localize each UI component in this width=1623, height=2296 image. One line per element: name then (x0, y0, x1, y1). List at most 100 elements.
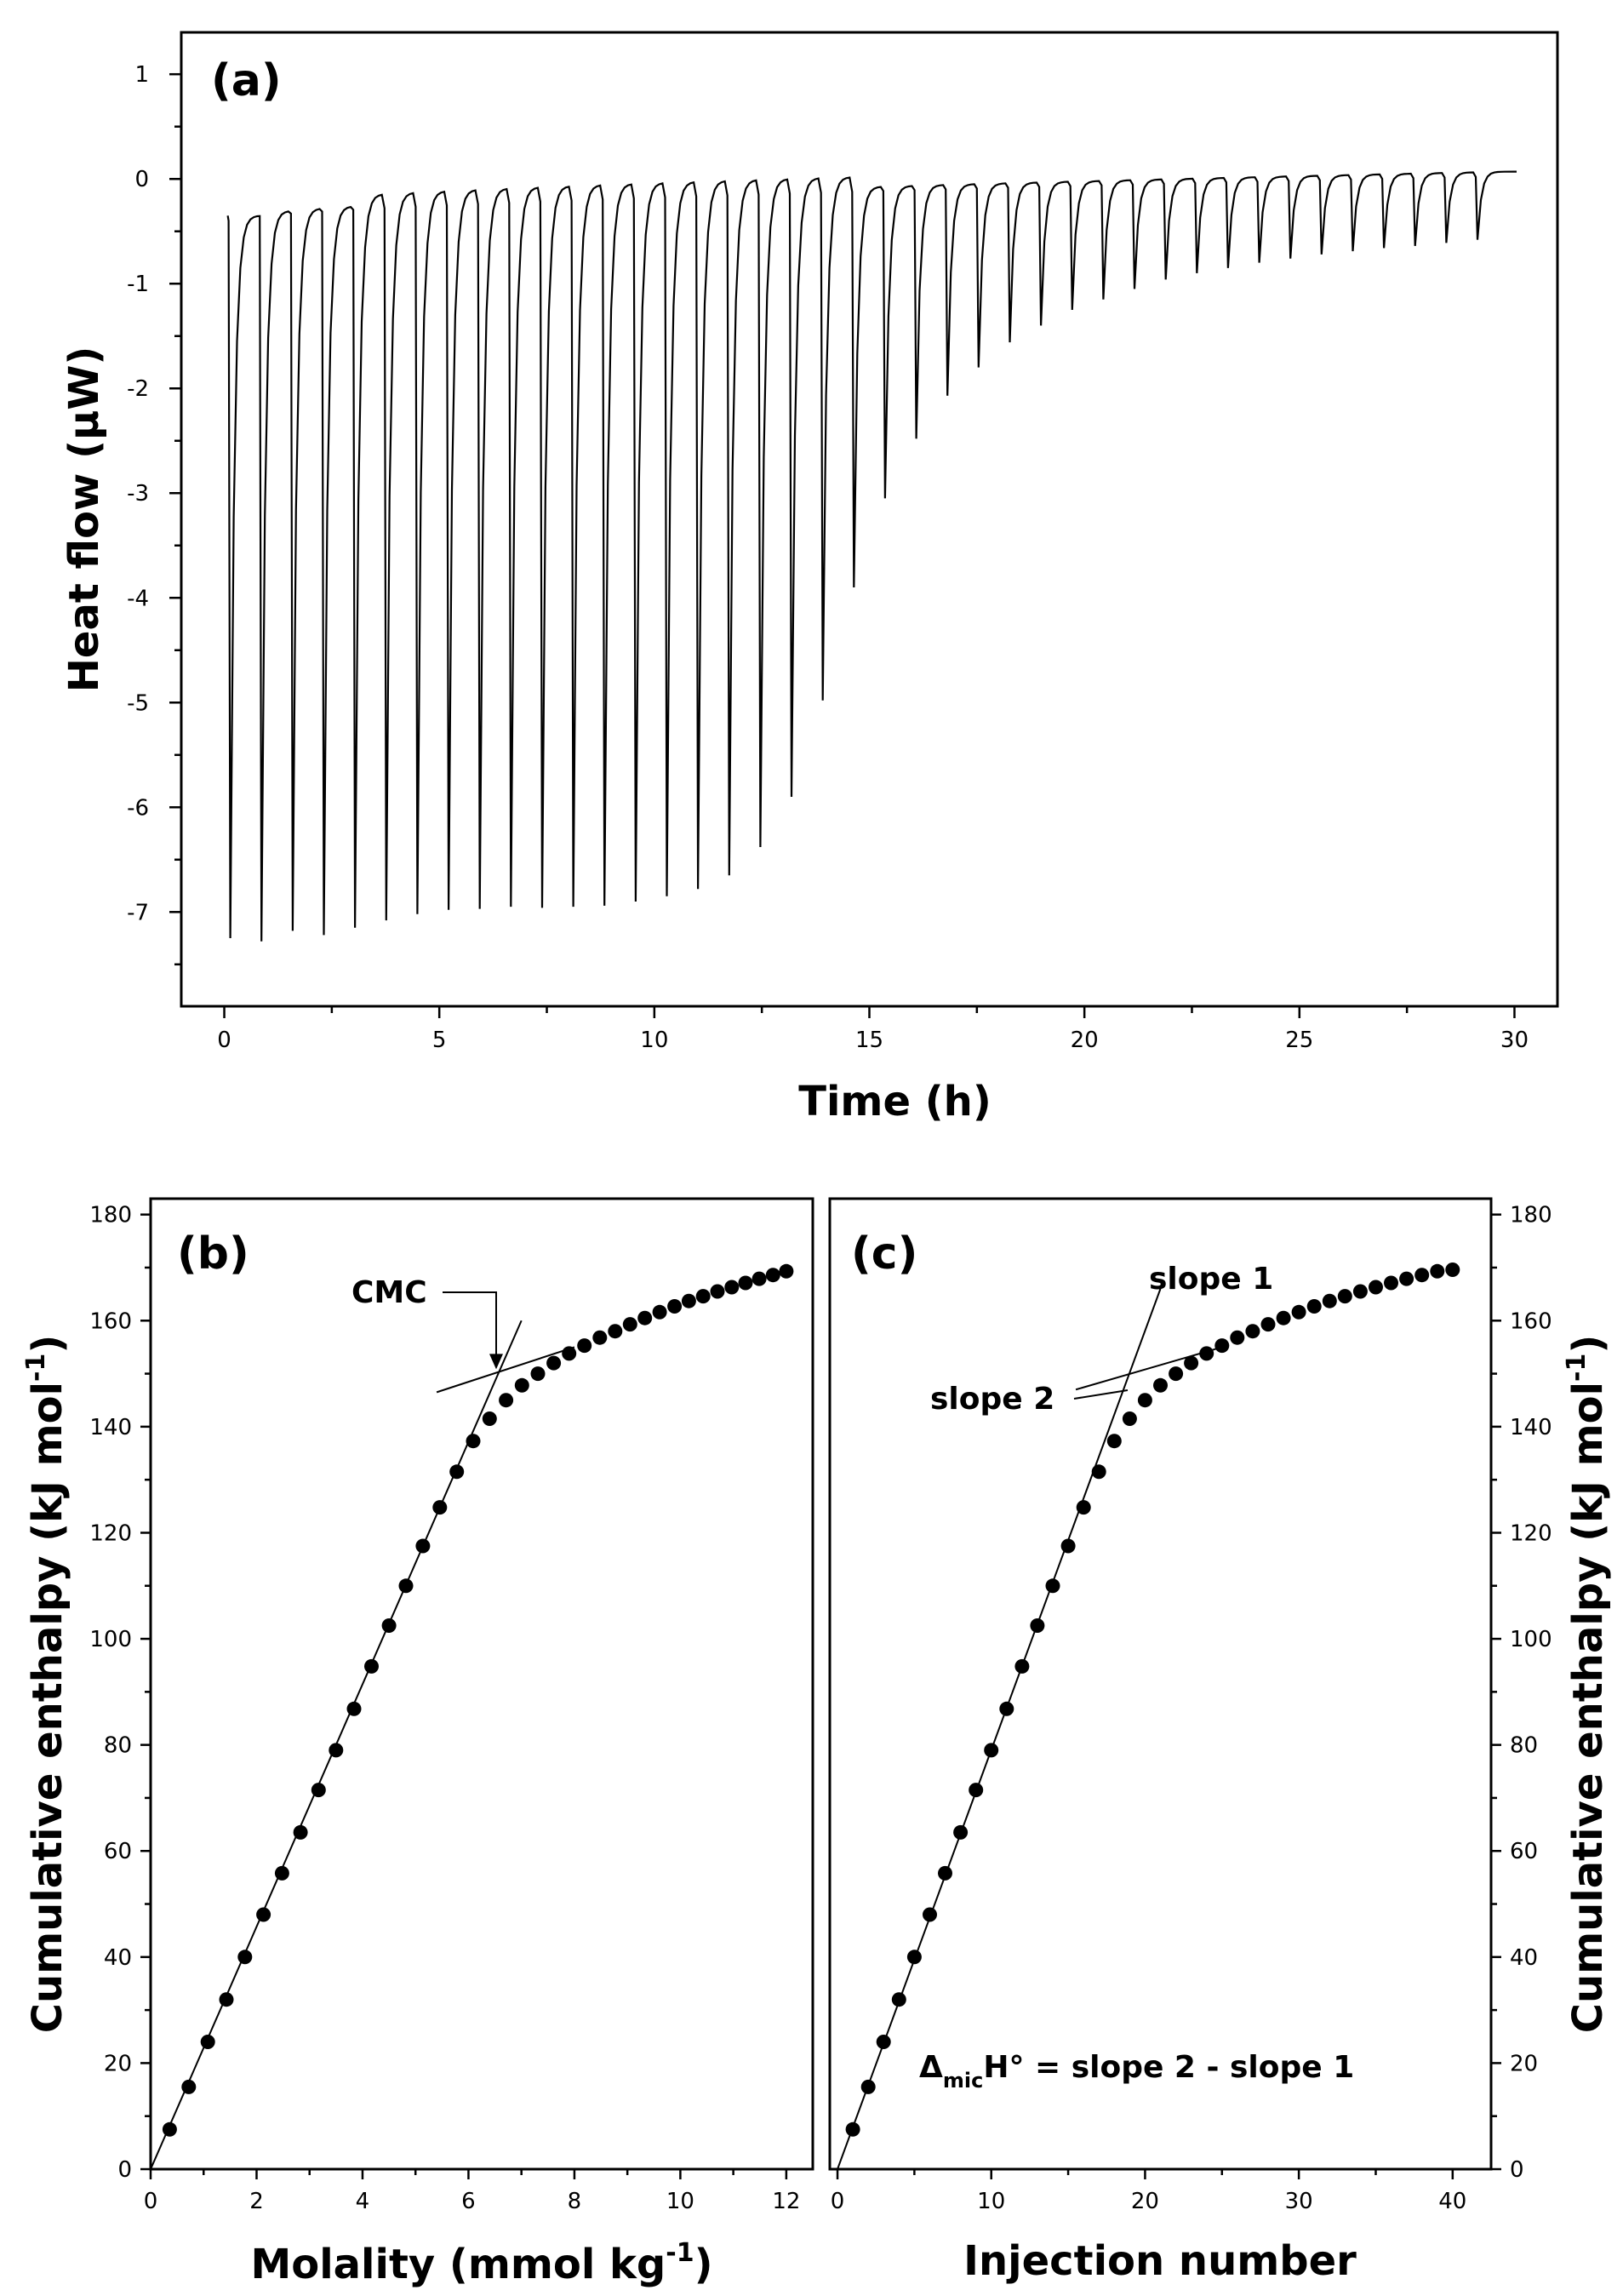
y-tick-label-c: 60 (1510, 1839, 1538, 1864)
data-point-c (1184, 1355, 1199, 1371)
data-point-b (738, 1275, 753, 1291)
data-point-c (1369, 1280, 1383, 1295)
data-point-b (415, 1538, 431, 1554)
x-tick-label-a: 30 (1500, 1028, 1529, 1053)
x-tick-label-b: 4 (356, 2189, 370, 2214)
data-point-c (1230, 1330, 1245, 1345)
panel-label-b: (b) (177, 1228, 249, 1280)
y-tick-label-a: -3 (127, 481, 149, 507)
data-point-c (1430, 1263, 1445, 1279)
x-tick-label-a: 0 (217, 1028, 231, 1053)
y-tick-label-c: 160 (1510, 1308, 1552, 1334)
data-point-b (751, 1271, 767, 1286)
data-point-b (364, 1658, 379, 1674)
y-tick-label-b: 100 (89, 1627, 132, 1652)
data-point-c (984, 1743, 999, 1758)
data-point-b (200, 2035, 215, 2049)
y-tick-label-a: -1 (127, 272, 149, 297)
data-point-c (1122, 1411, 1137, 1426)
data-point-c (1014, 1658, 1030, 1674)
x-tick-label-c: 0 (831, 2189, 845, 2214)
data-point-b (667, 1299, 683, 1314)
data-point-c (1137, 1393, 1152, 1408)
data-point-c (969, 1783, 984, 1798)
data-point-c (1030, 1618, 1045, 1633)
y-axis-title-c-sup: -1 (1562, 1354, 1592, 1382)
x-tick-label-a: 10 (640, 1028, 668, 1053)
data-point-c (1245, 1324, 1260, 1339)
y-tick-label-c: 180 (1510, 1203, 1552, 1228)
data-point-c (938, 1865, 952, 1881)
plot-frame-c (828, 1197, 1493, 2171)
y-axis-title-c: Cumulative enthalpy (kJ mol-1) (1562, 1335, 1612, 2034)
x-axis-title-b-end: ) (694, 2241, 713, 2288)
y-tick-label-c: 40 (1510, 1945, 1538, 1971)
y-axis-title-b-sup: -1 (21, 1354, 51, 1382)
data-point-c (1214, 1338, 1230, 1354)
y-tick-label-b: 0 (117, 2157, 132, 2183)
data-point-b (608, 1324, 623, 1339)
y-axis-title-c-main: Cumulative enthalpy (kJ mol (1564, 1382, 1612, 2033)
panel-b-molality-chart: 0 2 4 6 8 10 12020406080100120140160180(b)CMCM… (21, 1197, 814, 2288)
data-point-c (906, 1950, 922, 1965)
x-tick-label-b: 0 (144, 2189, 158, 2214)
x-tick-label-b: 8 (568, 2189, 582, 2214)
panel-c-injection-chart: 0 10 20 30 40 0 20 40 60 80 100 120 140 160 180 (c) slop… (828, 1197, 1612, 2285)
panel-label-a: (a) (211, 55, 282, 106)
data-point-b (162, 2121, 177, 2137)
x-axis-title-b: Molality (mmol kg-1) (250, 2238, 712, 2288)
y-tick-label-b: 60 (104, 1839, 132, 1864)
data-point-c (891, 1992, 906, 2007)
data-point-c (1060, 1538, 1076, 1554)
y-tick-label-c: 0 (1510, 2157, 1524, 2183)
y-tick-label-c: 80 (1510, 1733, 1538, 1759)
data-point-b (637, 1310, 653, 1325)
y-tick-label-b: 20 (104, 2051, 132, 2076)
data-point-b (311, 1783, 326, 1798)
y-tick-label-c: 120 (1510, 1520, 1552, 1546)
data-point-c (953, 1824, 969, 1840)
data-point-b (256, 1907, 271, 1922)
data-point-c (1306, 1299, 1322, 1314)
data-point-c (1106, 1434, 1122, 1449)
data-point-b (499, 1393, 514, 1408)
fit-line-slope-2-c (1075, 1346, 1223, 1391)
x-tick-label-c: 20 (1131, 2189, 1159, 2214)
panel-label-c: (c) (851, 1228, 917, 1280)
cmc-arrowhead (489, 1354, 503, 1370)
x-tick-label-a: 5 (432, 1028, 447, 1053)
y-tick-label-a: -6 (127, 795, 149, 821)
x-tick-label-a: 15 (855, 1028, 883, 1053)
plot-frame-b (149, 1197, 814, 2171)
x-axis-title-b-sup: -1 (666, 2238, 694, 2268)
y-tick-label-a: 1 (134, 62, 149, 88)
data-point-c (1260, 1317, 1276, 1332)
data-point-b (530, 1366, 546, 1382)
data-point-c (845, 2121, 860, 2137)
data-point-b (779, 1263, 794, 1279)
y-tick-label-a: -2 (127, 376, 149, 402)
x-tick-label-a: 25 (1285, 1028, 1313, 1053)
x-tick-label-b: 12 (772, 2189, 800, 2214)
data-point-b (622, 1317, 637, 1332)
equation-subscript: mic (943, 2069, 983, 2093)
data-point-b (329, 1743, 344, 1758)
y-tick-label-b: 140 (89, 1415, 132, 1440)
data-point-b (237, 1950, 253, 1965)
data-point-b (181, 2079, 197, 2094)
data-point-c (1091, 1464, 1106, 1480)
data-point-b (577, 1338, 592, 1354)
data-point-b (546, 1355, 562, 1371)
data-point-c (1337, 1289, 1352, 1304)
data-point-c (1276, 1310, 1291, 1325)
cmc-leader-line (443, 1291, 497, 1356)
y-tick-label-b: 160 (89, 1308, 132, 1334)
data-point-b (681, 1293, 696, 1308)
x-tick-label-c: 30 (1285, 2189, 1313, 2214)
y-axis-title-b-end: ) (24, 1335, 71, 1354)
data-point-b (449, 1464, 465, 1480)
fit-line-slope-1-c (837, 1288, 1162, 2170)
slope-1-label: slope 1 (1149, 1262, 1273, 1297)
data-point-b (293, 1824, 308, 1840)
data-point-c (999, 1701, 1014, 1716)
